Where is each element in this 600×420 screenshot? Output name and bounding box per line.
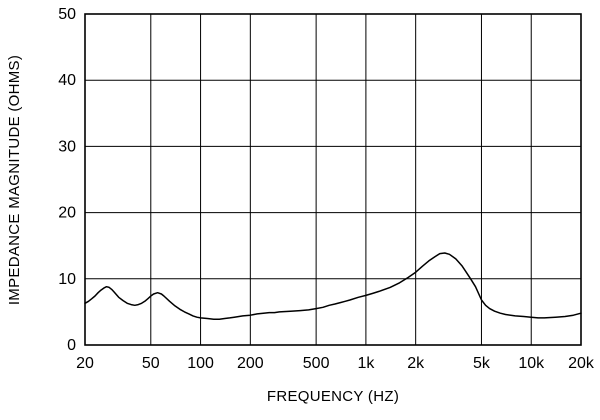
x-tick-label: 5k [473,355,491,372]
y-tick-label: 50 [58,6,76,23]
y-tick-label: 40 [58,72,76,89]
plot-border [84,13,582,346]
x-tick-label: 100 [187,355,214,372]
impedance-curve [84,252,582,320]
x-tick-label: 20k [568,355,595,372]
x-tick-label: 200 [237,355,264,372]
y-tick-label: 10 [58,271,76,288]
x-tick-label: 2k [407,355,425,372]
x-tick-label: 1k [357,355,375,372]
y-axis-label: IMPEDANCE MAGNITUDE (OHMS) [6,54,23,306]
x-tick-label: 500 [303,355,330,372]
y-tick-label: 30 [58,138,76,155]
y-tick-label: 20 [58,205,76,222]
x-axis-label: FREQUENCY (HZ) [266,388,400,405]
x-tick-label: 20 [76,355,94,372]
x-tick-label: 50 [142,355,160,372]
x-tick-label: 10k [518,355,545,372]
y-tick-label: 0 [67,337,76,354]
